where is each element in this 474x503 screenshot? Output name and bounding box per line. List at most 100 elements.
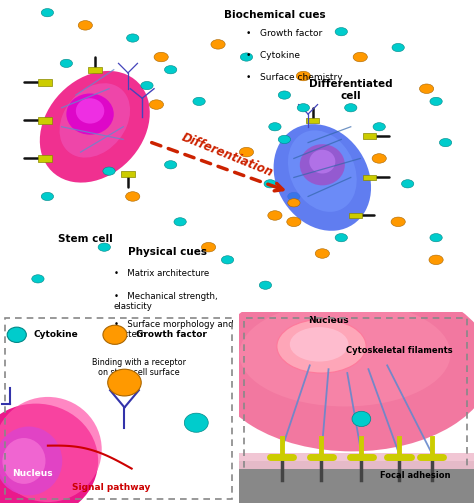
Circle shape	[353, 52, 367, 62]
Text: Physical cues: Physical cues	[128, 247, 207, 257]
Circle shape	[127, 34, 139, 42]
Text: •   Surface chemistry: • Surface chemistry	[246, 73, 343, 82]
Text: •   Cytokine: • Cytokine	[246, 51, 301, 60]
Ellipse shape	[0, 403, 98, 503]
Text: •   Growth factor: • Growth factor	[246, 29, 323, 38]
Circle shape	[424, 131, 474, 173]
Circle shape	[264, 180, 276, 188]
Circle shape	[149, 100, 164, 109]
Circle shape	[201, 242, 216, 252]
Circle shape	[60, 129, 73, 137]
Circle shape	[193, 97, 205, 106]
FancyBboxPatch shape	[363, 133, 376, 139]
Circle shape	[373, 123, 385, 131]
Circle shape	[297, 104, 310, 112]
Circle shape	[0, 97, 50, 144]
Ellipse shape	[309, 150, 336, 174]
Circle shape	[372, 154, 386, 163]
Circle shape	[32, 275, 44, 283]
Circle shape	[240, 53, 253, 61]
Circle shape	[211, 40, 225, 49]
Circle shape	[60, 59, 73, 67]
Circle shape	[430, 233, 442, 242]
Circle shape	[7, 327, 27, 343]
Circle shape	[335, 28, 347, 36]
Circle shape	[269, 123, 281, 131]
Circle shape	[0, 11, 55, 65]
Circle shape	[429, 255, 443, 265]
Circle shape	[296, 71, 310, 81]
Circle shape	[287, 217, 301, 226]
Circle shape	[408, 44, 474, 95]
Circle shape	[419, 84, 434, 94]
Circle shape	[164, 65, 177, 74]
Circle shape	[401, 180, 414, 188]
Circle shape	[393, 0, 441, 29]
Circle shape	[98, 243, 110, 252]
Text: •   Surface morphology and
pattern: • Surface morphology and pattern	[114, 320, 233, 340]
Circle shape	[0, 170, 59, 211]
Ellipse shape	[290, 327, 348, 362]
Text: Focal adhesion: Focal adhesion	[380, 470, 451, 479]
Ellipse shape	[40, 71, 150, 183]
Circle shape	[221, 256, 234, 264]
Text: Nucleus: Nucleus	[12, 469, 53, 478]
FancyBboxPatch shape	[38, 155, 52, 161]
Circle shape	[434, 268, 474, 303]
Circle shape	[41, 9, 54, 17]
Text: •   Matrix architecture: • Matrix architecture	[114, 270, 209, 278]
Circle shape	[288, 192, 300, 201]
FancyBboxPatch shape	[88, 66, 102, 73]
Circle shape	[108, 369, 141, 396]
Ellipse shape	[0, 427, 62, 495]
Ellipse shape	[273, 124, 371, 231]
Text: Stem cell: Stem cell	[58, 234, 113, 244]
Circle shape	[78, 21, 92, 30]
Ellipse shape	[239, 301, 450, 406]
Circle shape	[284, 282, 332, 314]
Circle shape	[392, 43, 404, 52]
Circle shape	[103, 325, 127, 345]
Text: Growth factor: Growth factor	[137, 330, 207, 340]
Text: Biochemical cues: Biochemical cues	[224, 10, 326, 20]
FancyBboxPatch shape	[121, 171, 135, 178]
Circle shape	[335, 233, 347, 242]
FancyBboxPatch shape	[239, 453, 474, 469]
FancyBboxPatch shape	[363, 175, 376, 180]
Circle shape	[174, 218, 186, 226]
FancyBboxPatch shape	[38, 79, 52, 86]
Circle shape	[97, 122, 111, 131]
Circle shape	[164, 160, 177, 169]
Text: Binding with a receptor
on stem cell surface: Binding with a receptor on stem cell sur…	[92, 358, 186, 377]
Ellipse shape	[66, 94, 114, 135]
Circle shape	[126, 192, 140, 201]
FancyBboxPatch shape	[38, 117, 52, 124]
Circle shape	[184, 413, 208, 432]
Text: Nucleus: Nucleus	[308, 316, 349, 324]
Circle shape	[398, 197, 455, 234]
Ellipse shape	[60, 83, 130, 157]
Ellipse shape	[114, 22, 360, 282]
Circle shape	[259, 281, 272, 289]
Ellipse shape	[277, 319, 366, 373]
Circle shape	[439, 138, 452, 147]
Text: Cytokine: Cytokine	[34, 330, 78, 340]
Circle shape	[220, 8, 254, 30]
Circle shape	[278, 91, 291, 99]
Text: Differentiated
cell: Differentiated cell	[309, 79, 392, 101]
Ellipse shape	[288, 130, 357, 212]
Circle shape	[268, 211, 282, 220]
Text: Signal pathway: Signal pathway	[72, 482, 150, 491]
Ellipse shape	[300, 144, 345, 186]
FancyBboxPatch shape	[306, 118, 319, 123]
Text: •   Mechanical strength,
elasticity: • Mechanical strength, elasticity	[114, 292, 218, 311]
Circle shape	[352, 411, 371, 427]
Circle shape	[315, 249, 329, 258]
Text: Differentiation: Differentiation	[180, 131, 275, 180]
Text: Cytoskeletal filaments: Cytoskeletal filaments	[346, 346, 452, 355]
Circle shape	[239, 147, 254, 157]
Ellipse shape	[76, 98, 104, 124]
Circle shape	[28, 234, 104, 285]
Circle shape	[345, 104, 357, 112]
Circle shape	[41, 192, 54, 201]
